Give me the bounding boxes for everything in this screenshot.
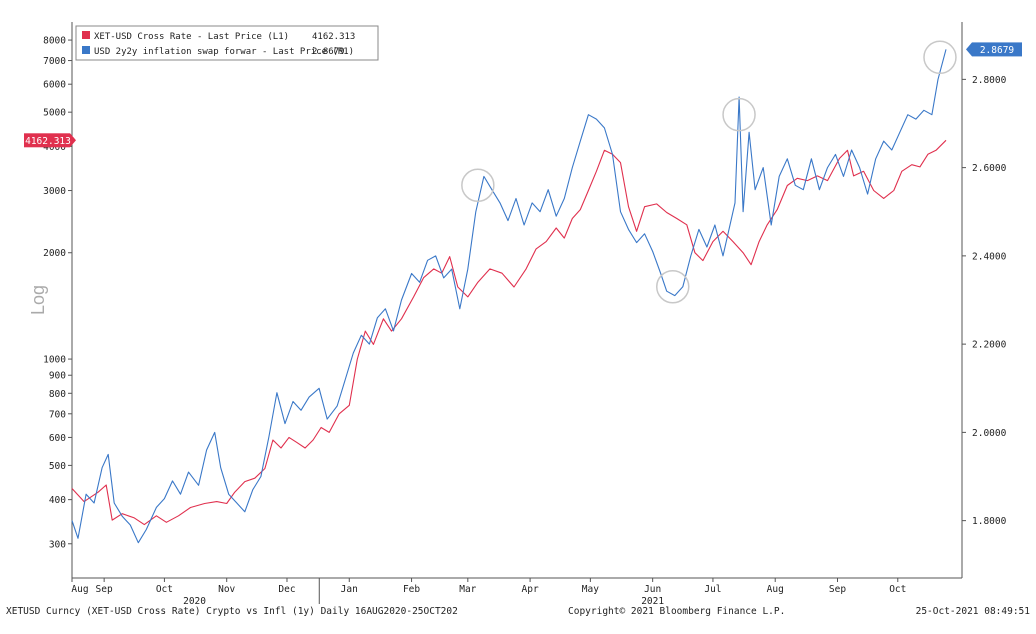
right-axis-tick-label: 2.0000 bbox=[972, 428, 1007, 439]
annotation-circle bbox=[722, 97, 756, 132]
footer-copyright: Copyright© 2021 Bloomberg Finance L.P. bbox=[568, 606, 786, 617]
x-axis-tick-label: Oct bbox=[156, 584, 173, 595]
left-axis-tick-label: 600 bbox=[49, 433, 66, 444]
left-axis-tick-label: 900 bbox=[49, 371, 66, 382]
annotation-circle bbox=[655, 270, 690, 304]
x-axis-tick-label: Oct bbox=[889, 584, 906, 595]
last-value-right: 2.8679 bbox=[980, 45, 1015, 56]
x-axis-tick-label: Jun bbox=[644, 584, 661, 595]
last-value-tag-left-arrow bbox=[70, 133, 76, 148]
x-axis-tick-label: Nov bbox=[218, 584, 235, 595]
legend-entry-value: 2.8679 bbox=[312, 47, 345, 57]
left-axis-tick-label: 700 bbox=[49, 409, 66, 420]
left-axis-tick-label: 5000 bbox=[43, 108, 66, 119]
left-axis-tick-label: 300 bbox=[49, 539, 66, 550]
legend-box bbox=[75, 25, 379, 61]
last-value-tag-right-arrow bbox=[966, 42, 972, 57]
right-axis-tick-label: 2.4000 bbox=[972, 251, 1007, 262]
left-axis-tick-label: 6000 bbox=[43, 80, 66, 91]
footer-timestamp: 25-Oct-2021 08:49:51 bbox=[915, 606, 1030, 617]
x-axis-year-label: 2021 bbox=[641, 596, 664, 607]
left-axis-tick-label: 3000 bbox=[43, 186, 66, 197]
legend-entry-value: 4162.313 bbox=[312, 32, 355, 42]
x-axis-tick-label: Sep bbox=[829, 584, 846, 595]
left-axis-tick-label: 500 bbox=[49, 461, 66, 472]
x-axis-tick-label: Aug bbox=[767, 584, 784, 595]
left-axis-tick-label: 800 bbox=[49, 389, 66, 400]
right-axis-tick-label: 2.8000 bbox=[972, 75, 1007, 86]
right-axis-tick-label: 2.6000 bbox=[972, 163, 1007, 174]
x-axis-tick-label: Jul bbox=[704, 584, 721, 595]
series-line-xet-usd bbox=[71, 139, 947, 526]
right-axis-tick-label: 2.2000 bbox=[972, 340, 1007, 351]
left-axis-tick-label: 400 bbox=[49, 495, 66, 506]
x-axis-tick-label: Sep bbox=[96, 584, 113, 595]
x-axis-year-label: 2020 bbox=[183, 596, 206, 607]
left-axis-tick-label: 4000 bbox=[43, 142, 66, 153]
x-axis-tick-label: Dec bbox=[278, 584, 295, 595]
x-axis-tick-label: Feb bbox=[403, 584, 420, 595]
right-axis-tick-label: 1.8000 bbox=[972, 516, 1007, 527]
x-axis-tick-label: May bbox=[582, 584, 599, 595]
x-axis-tick-label: Apr bbox=[522, 584, 539, 595]
x-axis-tick-label: Mar bbox=[459, 584, 476, 595]
left-axis-tick-label: 2000 bbox=[43, 248, 66, 259]
annotation-circle bbox=[923, 40, 957, 75]
last-value-tag-left bbox=[24, 133, 70, 148]
x-axis-tick-label: Jan bbox=[341, 584, 358, 595]
legend-entry-label: XET-USD Cross Rate - Last Price (L1) bbox=[94, 32, 289, 42]
left-axis-tick-label: 7000 bbox=[43, 56, 66, 67]
legend-swatch bbox=[82, 31, 90, 39]
left-axis-title: Log bbox=[28, 285, 48, 315]
legend-swatch bbox=[82, 46, 90, 54]
legend-entry-label: USD 2y2y inflation swap forwar - Last Pr… bbox=[94, 47, 354, 57]
footer-ticker: XETUSD Curncy (XET-USD Cross Rate) Crypt… bbox=[6, 606, 458, 617]
last-value-tag-right bbox=[972, 42, 1022, 57]
left-axis-tick-label: 8000 bbox=[43, 36, 66, 47]
x-axis-tick-label: Aug bbox=[71, 584, 88, 595]
left-axis-tick-label: 1000 bbox=[43, 355, 66, 366]
annotation-circle bbox=[461, 168, 495, 203]
last-value-left: 4162.313 bbox=[25, 136, 71, 147]
series-line-inflation-swap bbox=[71, 49, 947, 544]
